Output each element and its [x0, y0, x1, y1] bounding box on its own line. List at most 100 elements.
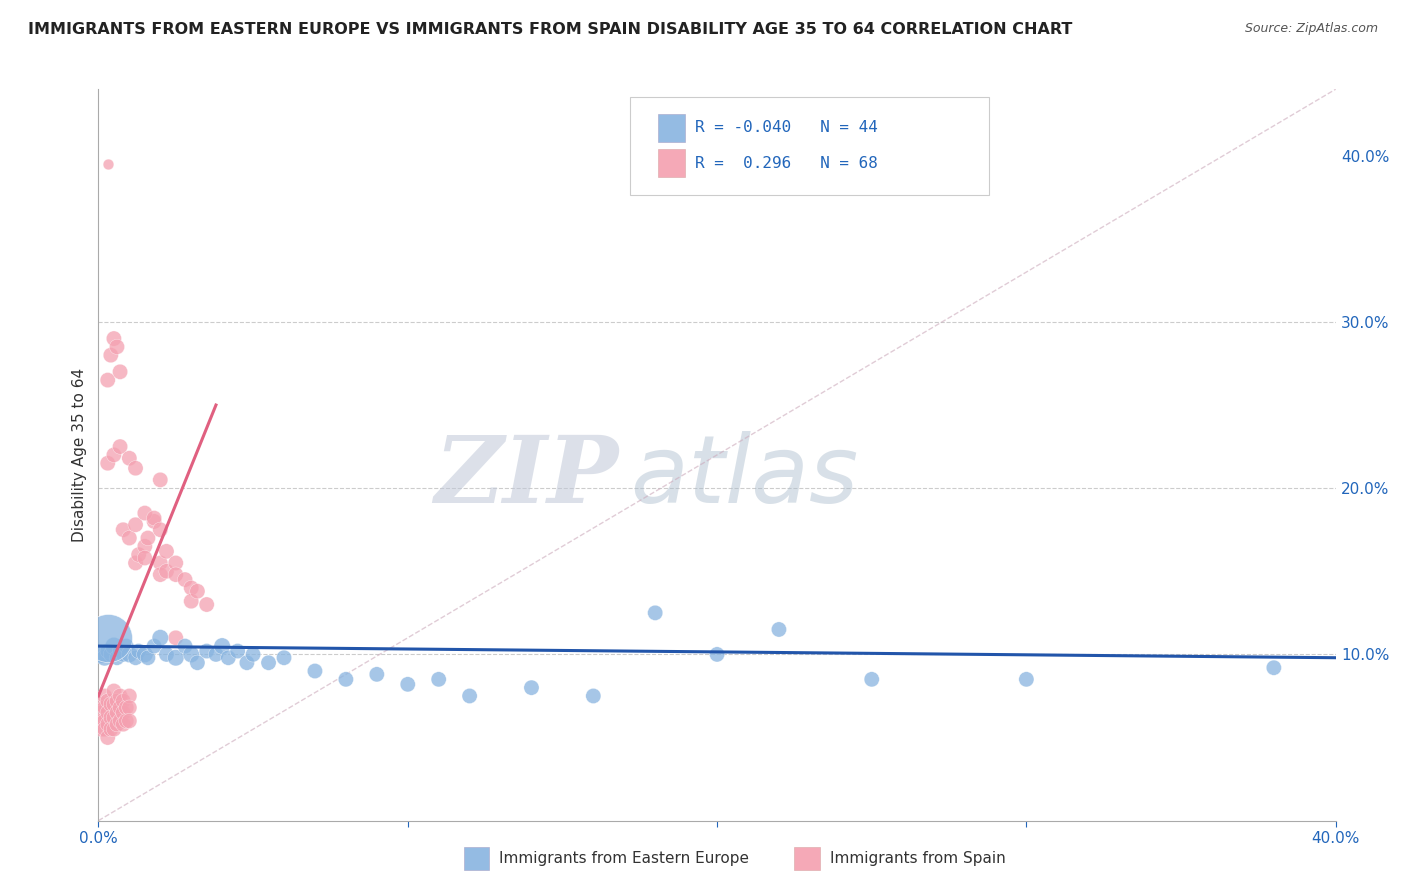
- Point: [108, 689, 131, 703]
- Point: [97, 157, 120, 171]
- Text: ZIP: ZIP: [434, 432, 619, 522]
- Point: [100, 348, 122, 362]
- Point: [257, 656, 280, 670]
- Point: [180, 648, 202, 662]
- Point: [149, 631, 172, 645]
- Point: [108, 365, 131, 379]
- Point: [242, 648, 264, 662]
- Point: [128, 644, 150, 658]
- FancyBboxPatch shape: [658, 114, 685, 142]
- Point: [112, 694, 135, 708]
- Point: [180, 581, 202, 595]
- Point: [90, 648, 112, 662]
- Point: [1263, 661, 1285, 675]
- Point: [458, 689, 481, 703]
- Point: [103, 448, 125, 462]
- Point: [97, 694, 120, 708]
- Point: [103, 332, 125, 346]
- Point: [103, 710, 125, 724]
- Point: [644, 606, 666, 620]
- Text: Immigrants from Spain: Immigrants from Spain: [830, 852, 1005, 866]
- Point: [97, 373, 120, 387]
- Point: [217, 650, 239, 665]
- Point: [195, 644, 218, 658]
- Point: [118, 700, 141, 714]
- Point: [105, 650, 128, 665]
- Point: [768, 623, 790, 637]
- Point: [118, 714, 141, 728]
- Point: [103, 723, 125, 737]
- Point: [136, 650, 159, 665]
- Point: [149, 567, 172, 582]
- Point: [90, 698, 112, 712]
- Point: [174, 639, 197, 653]
- Text: IMMIGRANTS FROM EASTERN EUROPE VS IMMIGRANTS FROM SPAIN DISABILITY AGE 35 TO 64 : IMMIGRANTS FROM EASTERN EUROPE VS IMMIGR…: [28, 22, 1073, 37]
- Point: [335, 673, 357, 687]
- Point: [97, 644, 120, 658]
- Point: [93, 650, 115, 665]
- Point: [108, 700, 131, 714]
- Point: [186, 584, 208, 599]
- Point: [93, 700, 115, 714]
- Point: [105, 340, 128, 354]
- Point: [186, 656, 208, 670]
- Point: [149, 473, 172, 487]
- Point: [118, 531, 141, 545]
- Point: [155, 544, 177, 558]
- Point: [226, 644, 249, 658]
- Point: [93, 689, 115, 703]
- Point: [108, 714, 131, 728]
- FancyBboxPatch shape: [658, 149, 685, 177]
- Point: [304, 664, 326, 678]
- Point: [180, 594, 202, 608]
- Text: R = -0.040   N = 44: R = -0.040 N = 44: [695, 120, 877, 136]
- Point: [112, 706, 135, 720]
- Point: [205, 648, 228, 662]
- Point: [115, 714, 138, 728]
- Point: [366, 667, 388, 681]
- Point: [103, 698, 125, 712]
- Text: Immigrants from Eastern Europe: Immigrants from Eastern Europe: [499, 852, 749, 866]
- Point: [236, 656, 259, 670]
- Point: [124, 461, 146, 475]
- Point: [103, 684, 125, 698]
- Point: [97, 731, 120, 745]
- Point: [118, 451, 141, 466]
- Point: [105, 717, 128, 731]
- Point: [112, 648, 135, 662]
- Text: Source: ZipAtlas.com: Source: ZipAtlas.com: [1244, 22, 1378, 36]
- Text: atlas: atlas: [630, 432, 859, 523]
- Text: R =  0.296   N = 68: R = 0.296 N = 68: [695, 155, 877, 170]
- Point: [165, 631, 187, 645]
- Point: [97, 631, 120, 645]
- Point: [396, 677, 419, 691]
- Point: [90, 714, 112, 728]
- Y-axis label: Disability Age 35 to 64: Disability Age 35 to 64: [72, 368, 87, 542]
- Point: [105, 694, 128, 708]
- Point: [115, 700, 138, 714]
- Point: [97, 706, 120, 720]
- Point: [112, 523, 135, 537]
- Point: [165, 556, 187, 570]
- Point: [155, 564, 177, 578]
- Point: [143, 639, 166, 653]
- Point: [112, 717, 135, 731]
- Point: [165, 567, 187, 582]
- FancyBboxPatch shape: [630, 96, 990, 195]
- Point: [103, 639, 125, 653]
- Point: [93, 714, 115, 728]
- Point: [211, 639, 233, 653]
- Point: [128, 548, 150, 562]
- Point: [1015, 673, 1038, 687]
- Point: [115, 639, 138, 653]
- Point: [134, 506, 156, 520]
- Point: [520, 681, 543, 695]
- Point: [860, 673, 883, 687]
- Point: [97, 717, 120, 731]
- Point: [93, 723, 115, 737]
- Point: [143, 511, 166, 525]
- Point: [100, 723, 122, 737]
- Point: [174, 573, 197, 587]
- Point: [136, 531, 159, 545]
- Point: [582, 689, 605, 703]
